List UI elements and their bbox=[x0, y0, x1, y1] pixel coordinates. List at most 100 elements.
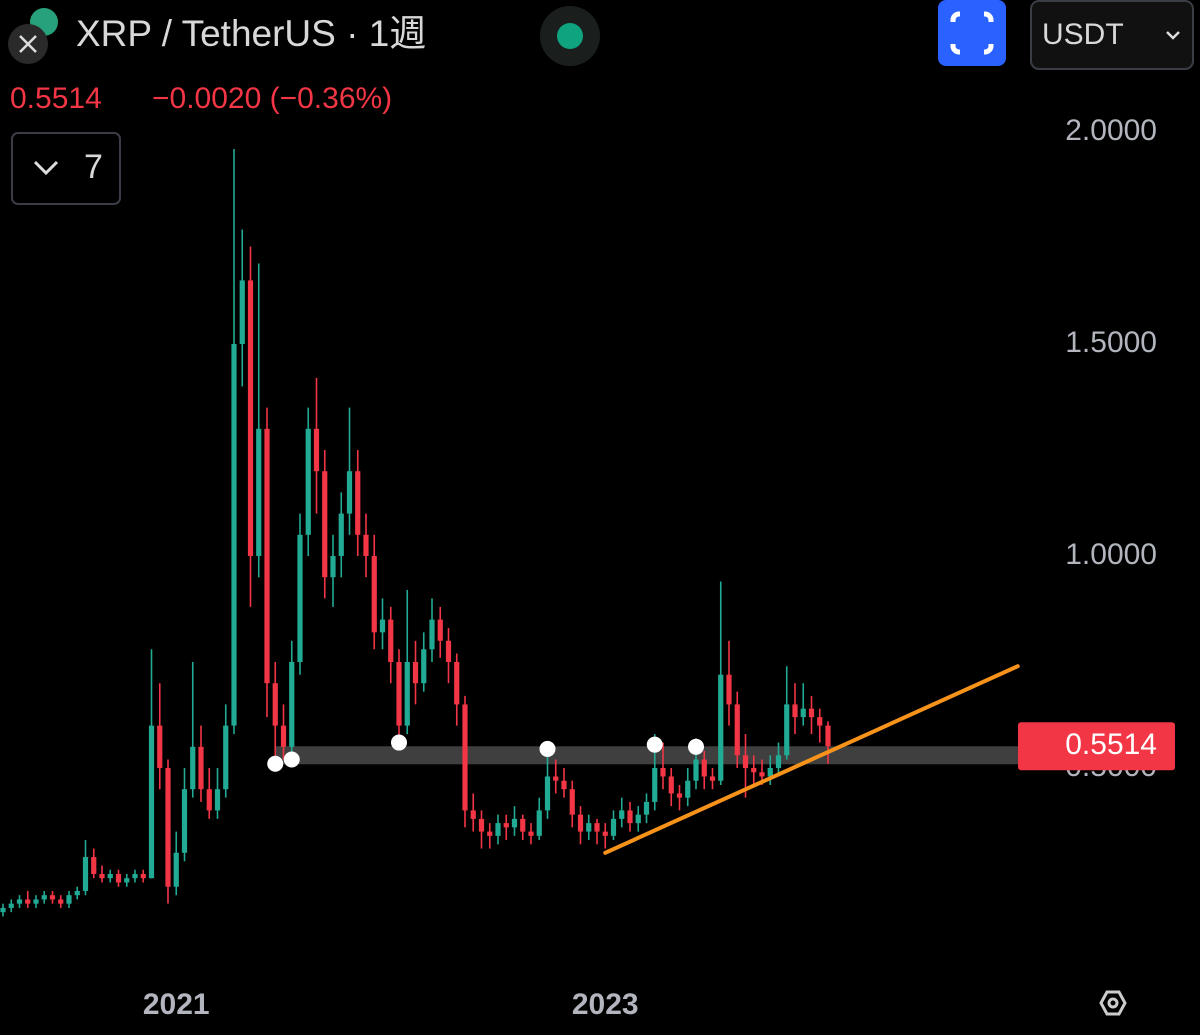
candle-body bbox=[511, 818, 518, 828]
candle-body bbox=[206, 789, 212, 811]
candle-body bbox=[41, 895, 47, 900]
candle-body bbox=[701, 759, 707, 777]
touch-marker bbox=[283, 751, 300, 768]
candle-body bbox=[536, 810, 542, 836]
candle-body bbox=[396, 662, 402, 726]
candle-body bbox=[767, 768, 773, 777]
candle-body bbox=[223, 725, 229, 790]
price-tag bbox=[1018, 722, 1175, 771]
candle-body bbox=[668, 776, 674, 794]
candle-body bbox=[602, 831, 608, 836]
candle-body bbox=[412, 662, 419, 684]
candle-body bbox=[239, 280, 245, 344]
candle-body bbox=[8, 903, 14, 908]
candle-body bbox=[462, 704, 468, 811]
symbol-icon[interactable] bbox=[8, 8, 58, 64]
candle-body bbox=[808, 708, 815, 718]
candle-body bbox=[421, 649, 427, 684]
candle-body bbox=[165, 768, 171, 887]
candle-body bbox=[792, 704, 798, 718]
candle-body bbox=[553, 776, 559, 781]
candle-body bbox=[346, 471, 353, 514]
touch-marker bbox=[391, 734, 407, 751]
candle-body bbox=[148, 725, 155, 879]
candle-body bbox=[173, 852, 179, 887]
candle-body bbox=[742, 755, 749, 768]
candle-body bbox=[643, 801, 650, 815]
candle-body bbox=[825, 725, 831, 747]
candle-body bbox=[140, 874, 146, 879]
candle-body bbox=[817, 717, 823, 726]
candle-body bbox=[74, 890, 80, 896]
candle-body bbox=[528, 831, 534, 836]
candle-body bbox=[429, 619, 435, 650]
candle-body bbox=[726, 674, 732, 705]
candle-body bbox=[49, 895, 56, 900]
x-tick-label: 2021 bbox=[143, 988, 210, 1021]
candle-body bbox=[594, 823, 600, 832]
candle-body bbox=[305, 428, 311, 535]
candle-body bbox=[91, 857, 97, 874]
candle-body bbox=[99, 874, 105, 879]
price-change: −0.0020 (−0.36%) bbox=[152, 82, 392, 115]
candle-body bbox=[586, 823, 592, 832]
candle-body bbox=[685, 780, 691, 798]
candle-body bbox=[313, 428, 320, 472]
candle-body bbox=[231, 344, 237, 726]
candle-body bbox=[272, 683, 278, 726]
candle-body bbox=[495, 823, 501, 836]
touch-marker bbox=[688, 738, 704, 755]
candle-body bbox=[157, 725, 163, 768]
candle-body bbox=[25, 899, 31, 904]
candle-body bbox=[627, 810, 633, 824]
candle-body bbox=[487, 831, 493, 836]
candle-body bbox=[610, 818, 617, 836]
y-tick-label: 1.0000 bbox=[1065, 538, 1157, 571]
status-dot bbox=[540, 6, 600, 66]
candle-body bbox=[322, 471, 328, 578]
candle-body bbox=[784, 704, 790, 756]
candle-body bbox=[16, 899, 23, 904]
y-tick-label: 1.5000 bbox=[1065, 326, 1157, 359]
candle-body bbox=[66, 895, 72, 904]
candle-body bbox=[190, 746, 196, 790]
fullscreen-button[interactable] bbox=[938, 0, 1006, 66]
candle-body bbox=[214, 789, 221, 811]
indicator-count: 7 bbox=[84, 148, 103, 186]
candle-body bbox=[198, 746, 204, 790]
candle-body bbox=[388, 619, 394, 662]
currency-dropdown[interactable] bbox=[1030, 0, 1194, 70]
candle-body bbox=[289, 662, 295, 747]
candle-body bbox=[115, 874, 122, 883]
candle-body bbox=[503, 823, 509, 828]
candle-body bbox=[520, 818, 526, 832]
y-tick-label: 2.0000 bbox=[1065, 114, 1157, 147]
symbol-title: XRP / TetherUS · 1週 bbox=[76, 13, 426, 54]
candle-body bbox=[264, 428, 270, 684]
candle-body bbox=[709, 776, 716, 781]
candle-body bbox=[454, 662, 460, 705]
candle-body bbox=[718, 674, 724, 781]
candle-body bbox=[775, 755, 782, 768]
candle-body bbox=[355, 471, 361, 535]
candle-body bbox=[660, 768, 666, 777]
candle-body bbox=[363, 534, 369, 556]
candle-body bbox=[800, 708, 806, 718]
candle-body bbox=[544, 776, 551, 811]
trendline bbox=[603, 664, 1020, 855]
price-tag-label: 0.5514 bbox=[1065, 728, 1157, 761]
candle-body bbox=[33, 899, 39, 904]
candle-body bbox=[379, 619, 386, 633]
settings-icon[interactable] bbox=[1099, 990, 1127, 1016]
touch-marker bbox=[267, 755, 284, 772]
candle-body bbox=[693, 759, 699, 781]
candle-body bbox=[181, 789, 188, 853]
candle-body bbox=[404, 662, 410, 726]
candle-body bbox=[478, 818, 485, 832]
last-price: 0.5514 bbox=[10, 82, 102, 115]
touch-marker bbox=[646, 736, 663, 753]
support-band bbox=[275, 746, 1018, 765]
indicator-toggle[interactable] bbox=[11, 132, 121, 205]
candle-body bbox=[445, 640, 452, 662]
